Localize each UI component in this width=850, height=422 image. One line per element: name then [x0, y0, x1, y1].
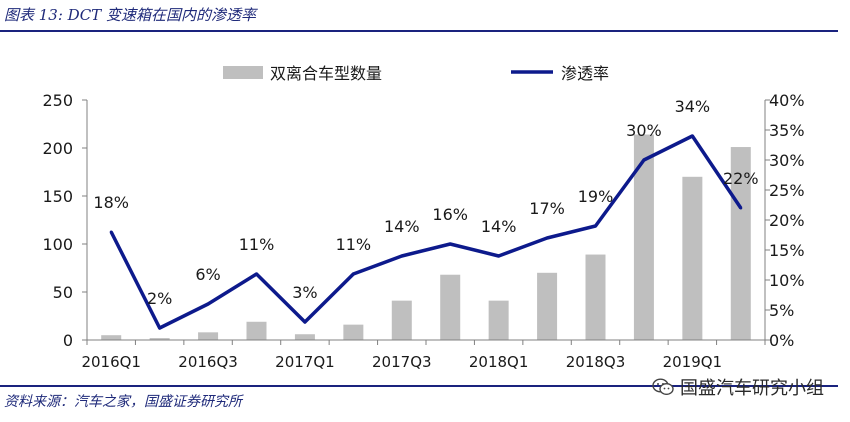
bar	[101, 335, 122, 340]
data-label: 16%	[432, 205, 468, 224]
bar	[343, 324, 364, 340]
bar	[730, 147, 751, 340]
line-point	[400, 254, 404, 258]
bar	[488, 300, 509, 340]
line-point	[109, 230, 113, 234]
x-tick-label: 2018Q1	[469, 353, 529, 371]
data-label: 18%	[93, 193, 129, 212]
wechat-icon	[652, 378, 674, 396]
chart-legend: 双离合车型数量 渗透率	[223, 64, 609, 83]
x-tick-label: 2016Q3	[178, 353, 238, 371]
bar	[537, 272, 558, 340]
watermark-text: 国盛汽车研究小组	[680, 378, 824, 399]
y-right-tick-label: 15%	[769, 241, 805, 260]
data-label: 17%	[529, 199, 565, 218]
data-label: 14%	[481, 217, 517, 236]
data-label: 2%	[147, 289, 172, 308]
data-label: 19%	[578, 187, 614, 206]
figure-title: 图表 13: DCT 变速箱在国内的渗透率	[4, 6, 256, 24]
data-label: 11%	[336, 235, 372, 254]
legend-swatch-bar	[223, 66, 263, 79]
data-label: 14%	[384, 217, 420, 236]
penetration-line	[109, 134, 743, 330]
data-label: 11%	[239, 235, 275, 254]
y-right-tick-label: 0%	[769, 331, 794, 350]
x-tick-label: 2017Q1	[275, 353, 335, 371]
bar	[198, 332, 219, 340]
line-point	[545, 236, 549, 240]
data-label: 6%	[195, 265, 220, 284]
x-tick-label: 2017Q3	[372, 353, 432, 371]
x-tick-label: 2019Q1	[663, 353, 723, 371]
legend-label-bar: 双离合车型数量	[270, 64, 382, 83]
data-label: 22%	[723, 169, 759, 188]
bar	[633, 134, 654, 340]
data-label: 30%	[626, 121, 662, 140]
line-point	[255, 272, 258, 276]
y-left-tick-label: 150	[42, 187, 73, 206]
y-left-tick-label: 50	[53, 283, 73, 302]
y-left-tick-label: 100	[42, 235, 73, 254]
source-rule	[0, 385, 838, 387]
line-point	[206, 302, 210, 306]
line-point	[303, 320, 307, 324]
dct-penetration-chart: 0 50 100 150 200 250 0% 5% 10% 15% 20% 25% 30% 35% 40%…	[42, 64, 804, 371]
line-point	[739, 206, 743, 210]
line-point	[642, 158, 646, 162]
watermark: 国盛汽车研究小组	[652, 374, 824, 400]
bar	[682, 176, 703, 340]
y-left-tick-label: 200	[42, 139, 73, 158]
bar	[391, 300, 412, 340]
bar	[440, 274, 461, 340]
bar	[294, 334, 315, 340]
line-point	[448, 242, 452, 246]
y-right-tick-label: 40%	[769, 91, 805, 110]
legend-label-line: 渗透率	[561, 64, 609, 83]
y-right-tick-label: 10%	[769, 271, 805, 290]
line-point	[497, 254, 501, 258]
y-left-tick-label: 250	[42, 91, 73, 110]
title-rule	[0, 30, 838, 32]
y-left-tick-label: 0	[63, 331, 73, 350]
y-right-tick-label: 25%	[769, 181, 805, 200]
data-label: 3%	[292, 283, 317, 302]
chart-axes: 0 50 100 150 200 250 0% 5% 10% 15% 20% 25% 30% 35% 40%…	[42, 91, 804, 371]
data-label: 34%	[675, 97, 711, 116]
bar	[149, 338, 170, 340]
y-right-tick-label: 30%	[769, 151, 805, 170]
bar	[585, 254, 606, 340]
bar	[246, 321, 267, 340]
y-right-tick-label: 35%	[769, 121, 805, 140]
x-tick-label: 2018Q3	[566, 353, 626, 371]
y-right-tick-label: 5%	[769, 301, 794, 320]
line-series: 18% 2% 6% 11% 3% 11% 14% 16% 14% 17% 19% 30% 34% 22%	[93, 97, 759, 330]
line-point	[351, 272, 355, 276]
x-tick-label: 2016Q1	[81, 353, 141, 371]
line-point	[594, 224, 597, 228]
source-note: 资料来源：汽车之家，国盛证券研究所	[4, 394, 242, 410]
line-point	[690, 134, 694, 138]
line-point	[158, 326, 162, 330]
y-right-tick-label: 20%	[769, 211, 805, 230]
bar-series	[101, 134, 751, 340]
